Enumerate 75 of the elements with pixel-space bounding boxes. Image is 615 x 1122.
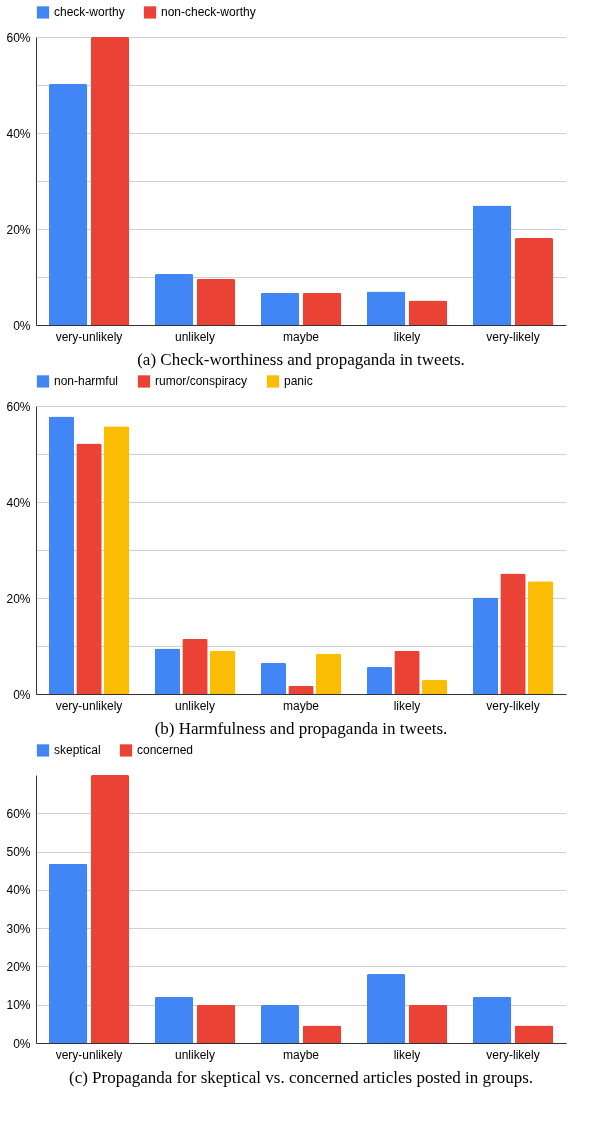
bar (408, 1004, 448, 1043)
bar (527, 581, 554, 694)
y-tick-label: 60% (6, 30, 31, 45)
bar (90, 775, 130, 1043)
x-tick-label: very-likely (486, 1047, 540, 1062)
bar (500, 573, 526, 694)
bar (260, 1005, 300, 1043)
x-tick-label: unlikely (174, 1047, 216, 1062)
legend-label: non-harmful (54, 374, 119, 389)
legend-label: panic (284, 374, 313, 389)
bar (302, 292, 342, 325)
legend-label: skeptical (54, 743, 101, 758)
bar (315, 653, 342, 694)
x-tick-label: maybe (282, 329, 320, 344)
bar (260, 662, 287, 694)
y-tick-label: 0% (13, 318, 31, 333)
y-tick-label: 20% (6, 591, 31, 606)
bar (472, 996, 512, 1043)
bar (209, 650, 236, 694)
y-tick-label: 30% (6, 921, 31, 936)
bar (196, 1004, 236, 1043)
text: (c) Propaganda for skeptical vs. concerned articles posted in groups. (68, 1068, 534, 1087)
bar (154, 274, 194, 325)
bar (154, 648, 181, 694)
legend-label: check-worthy (54, 5, 125, 20)
bar (394, 650, 420, 694)
y-tick-label: 40% (6, 883, 31, 898)
y-tick-label: 60% (6, 806, 31, 821)
x-tick-label: unlikely (174, 698, 216, 713)
x-tick-label: very-unlikely (55, 1047, 123, 1062)
x-tick-label: very-unlikely (55, 698, 123, 713)
legend-label: non-check-worthy (161, 5, 256, 20)
x-tick-label: very-unlikely (55, 329, 123, 344)
y-tick-label: 20% (6, 959, 31, 974)
bar (103, 426, 130, 694)
y-tick-label: 40% (6, 126, 31, 141)
bar (302, 1025, 342, 1043)
legend-label: concerned (137, 743, 194, 758)
y-tick-label: 10% (6, 998, 31, 1013)
x-tick-label: maybe (282, 1047, 320, 1062)
y-tick-label: 0% (13, 687, 31, 702)
bar (472, 205, 512, 325)
bar (366, 291, 406, 325)
text: (b) Harmfulness and propaganda in tweets. (154, 719, 448, 738)
bar (196, 278, 236, 325)
bar (154, 996, 194, 1043)
bar (48, 863, 88, 1043)
x-tick-label: very-likely (486, 329, 540, 344)
x-tick-label: likely (393, 1047, 421, 1062)
bar (76, 443, 102, 694)
x-tick-label: unlikely (174, 329, 216, 344)
x-tick-label: very-likely (486, 698, 540, 713)
bar (48, 416, 75, 694)
bar (48, 84, 88, 325)
bar (472, 597, 499, 694)
x-tick-label: likely (393, 698, 421, 713)
bar (182, 638, 208, 694)
x-tick-label: maybe (282, 698, 320, 713)
bar (408, 300, 448, 325)
bar (514, 1025, 554, 1043)
x-tick-label: likely (393, 329, 421, 344)
y-tick-label: 40% (6, 495, 31, 510)
bar (366, 666, 393, 694)
y-tick-label: 0% (13, 1036, 31, 1051)
legend-label: rumor/conspiracy (155, 374, 248, 389)
bar (90, 37, 130, 325)
bar (288, 685, 314, 694)
y-tick-label: 50% (6, 845, 31, 860)
y-tick-label: 20% (6, 222, 31, 237)
bar (421, 680, 448, 694)
y-tick-label: 60% (6, 399, 31, 414)
text: (a) Check-worthiness and propaganda in tweets. (137, 350, 465, 369)
bar (514, 238, 554, 325)
bar (260, 292, 300, 325)
bar (366, 974, 406, 1043)
